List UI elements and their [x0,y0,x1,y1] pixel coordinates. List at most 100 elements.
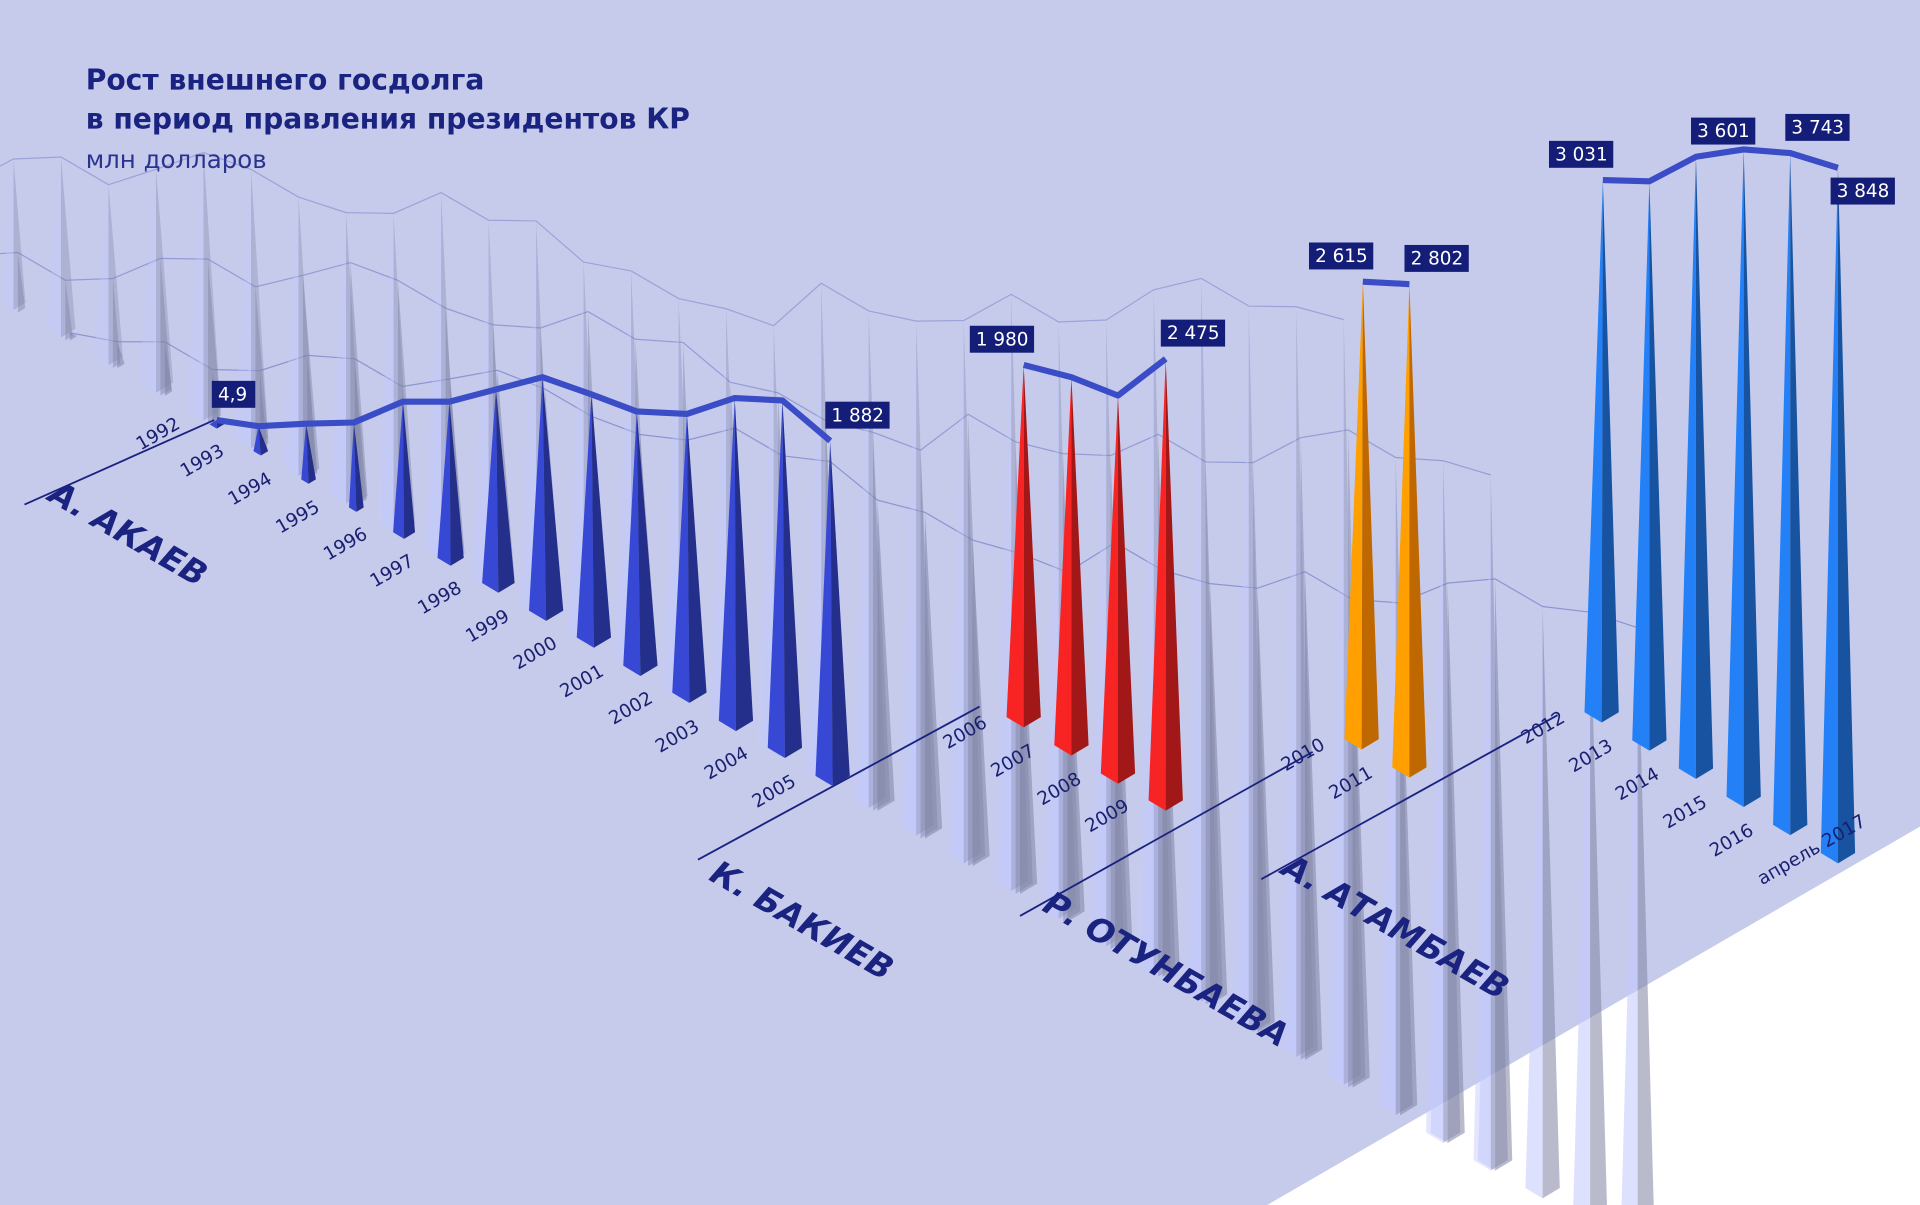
spike-2007 [1054,377,1089,756]
year-label: 1994 [225,469,276,511]
trend-line [216,146,1839,444]
chart-subtitle: млн долларов [86,145,267,174]
spike-2000 [576,394,612,648]
ghost-spike [1236,462,1271,1033]
spike-2001 [623,411,658,676]
ghost-spike [1231,306,1266,1030]
ghost-line [0,151,1344,327]
group-separator [697,705,981,861]
ghost-spike [233,169,269,449]
group-separator [1260,714,1558,881]
spike-2003 [718,398,754,732]
spike-1993 [253,426,269,456]
spike-2012 [1584,180,1619,723]
chart-title: Рост внешнего госдолга [86,63,485,96]
ghost-spike [851,310,886,808]
year-label: 1999 [462,606,513,648]
ghost-spike [950,414,986,867]
value-label: 3 848 [1830,177,1895,205]
year-label: 2000 [510,633,561,675]
value-label: 2 802 [1404,244,1469,272]
year-label: 2003 [652,716,703,758]
year-label: 1993 [177,440,228,482]
value-label: 1 980 [969,325,1035,353]
ghost-spike [286,275,320,479]
year-label: 1998 [414,578,465,620]
ghost-spike [62,332,78,341]
ghost-spike [242,286,269,451]
ghost-spike [855,432,891,811]
value-label: 2 475 [1160,319,1226,347]
ghost-spike [1240,588,1275,1033]
spike-2008 [1100,395,1136,784]
ghost-spike [1525,606,1560,1199]
group-separator [24,419,215,506]
ghost-spike [138,169,174,393]
svg-text:3 031: 3 031 [1555,144,1608,165]
ghost-spike [105,278,121,368]
ghost-spike [1,158,26,310]
trend-line-segment [1362,278,1410,288]
ghost-spike [1430,583,1465,1143]
spike-2014 [1678,156,1714,779]
spike-2009 [1148,358,1183,811]
ghost-spike [1184,278,1219,1002]
svg-text:3 601: 3 601 [1697,121,1750,142]
ghost-spike [46,157,76,338]
svg-text:2 802: 2 802 [1411,249,1464,270]
value-label: 1 882 [825,401,890,429]
year-label: 2005 [749,771,800,813]
trend-line-segment [216,374,833,444]
year-label: 2004 [701,743,752,785]
spike-2011 [1392,284,1427,778]
spike-1994 [301,423,316,484]
ghost-spike [157,341,173,396]
svg-text:4,9: 4,9 [218,384,247,405]
spike-2006 [1006,364,1041,728]
ghost-spike [281,197,316,476]
spike-2016 [1773,153,1808,836]
ghost-spike [1426,460,1461,1143]
ghost-spike [1279,306,1314,1058]
year-label: 2015 [1660,792,1711,834]
ghost-spike [10,252,26,313]
svg-text:2 615: 2 615 [1315,246,1368,267]
ghost-line [69,332,1638,629]
ground-lines [24,419,1558,917]
svg-text:3 848: 3 848 [1837,181,1890,202]
spike-2004 [767,400,803,759]
ghost-spike [186,152,221,421]
value-label: 3 601 [1691,117,1756,145]
value-label: 2 615 [1308,242,1374,270]
spike-1998 [482,389,515,593]
ghost-spike [1283,437,1318,1060]
ghost-line [0,251,1491,476]
spike-апрель 2017 [1820,167,1856,864]
ghost-spike [860,500,895,811]
spikes [209,149,1856,864]
ghost-spike [58,280,73,341]
year-label: 1996 [320,524,371,566]
ghost-spike [1473,474,1508,1171]
year-label: 1992 [133,413,184,455]
ghost-spike [955,540,990,867]
ghost-spike [907,512,943,839]
spike-2010 [1344,281,1379,750]
ghost-spike [328,212,364,504]
ghost-spike [149,258,172,396]
year-label: 1995 [272,497,323,539]
value-label: 4,9 [211,380,256,408]
value-labels: 4,9 1 882 1 980 2 475 2 615 2 802 3 031 3 601 3 … [211,113,1895,429]
president-label: К. БАКИЕВ [704,852,900,988]
ghost-spike [1287,571,1323,1060]
president-label: А. АКАЕВ [40,471,214,594]
value-label: 3 031 [1548,140,1614,168]
ghost-spike [109,341,125,369]
group-separator [1019,751,1314,917]
year-label: 2016 [1706,820,1757,862]
value-label: 3 743 [1785,113,1850,141]
svg-text:1 882: 1 882 [831,405,884,426]
ghost-spike [899,321,934,836]
trend-line-segment [1602,146,1839,185]
